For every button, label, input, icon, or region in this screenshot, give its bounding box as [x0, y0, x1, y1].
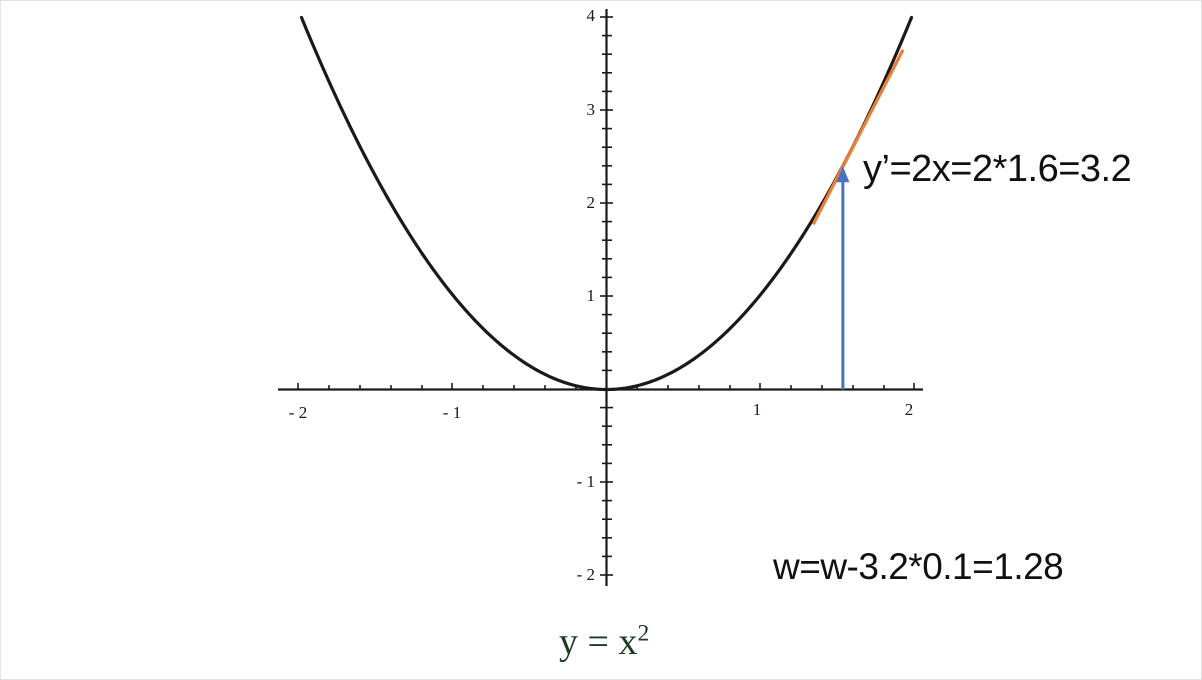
x-tick-label-2: 2 [905, 400, 914, 419]
y-tick-label-2: 2 [587, 193, 596, 212]
y-tick-label-4: 4 [587, 6, 596, 25]
function-label-exponent: 2 [637, 620, 650, 647]
y-axis-ticks [600, 16, 613, 576]
weight-update-annotation: w=w-3.2*0.1=1.28 [773, 546, 1064, 587]
derivative-annotation: y’=2x=2*1.6=3.2 [863, 148, 1132, 190]
function-label: y = x2 [559, 620, 650, 663]
x-tick-label-neg2: - 2 [289, 403, 307, 422]
function-label-base: y = x [559, 621, 638, 663]
x-tick-label-neg1: - 1 [443, 403, 461, 422]
y-tick-label-3: 3 [587, 100, 596, 119]
parabola-curve [299, 15, 914, 392]
x-tick-label-1: 1 [753, 400, 762, 419]
y-tick-label-neg1: - 1 [577, 472, 595, 491]
y-tick-label-1: 1 [587, 286, 596, 305]
annotation-arrow [836, 166, 850, 390]
y-tick-label-neg2: - 2 [577, 565, 595, 584]
tangent-line [812, 49, 904, 225]
